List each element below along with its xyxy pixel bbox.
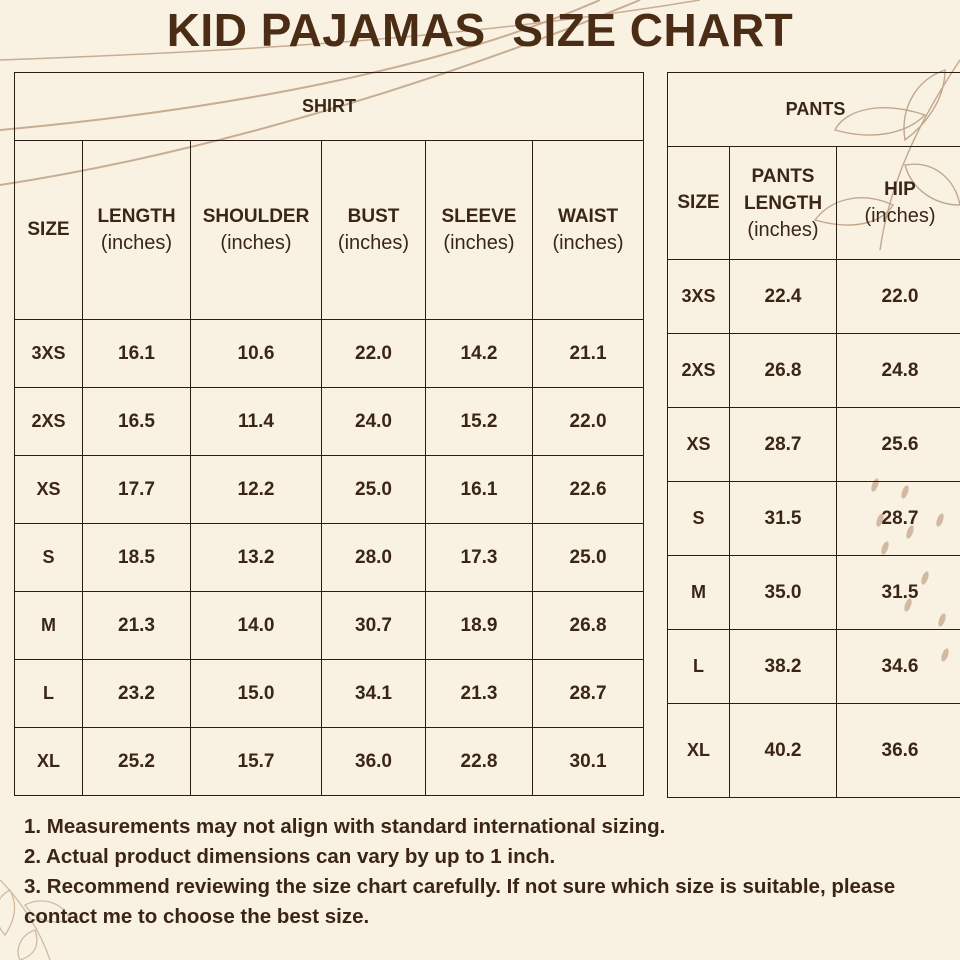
size-cell: 3XS: [667, 259, 730, 334]
value-cell: 28.0: [321, 523, 426, 592]
value-cell: 28.7: [729, 407, 837, 482]
value-cell: 26.8: [729, 333, 837, 408]
value-cell: 22.4: [729, 259, 837, 334]
value-cell: 22.0: [835, 259, 960, 334]
shirt-group-header: SHIRT: [13, 72, 645, 141]
value-cell: 22.0: [531, 387, 645, 456]
table-row: S 31.5 28.7: [667, 481, 960, 556]
size-cell: L: [667, 629, 730, 704]
value-cell: 25.0: [321, 455, 426, 524]
note-text: 2. Actual product dimensions can vary by…: [24, 845, 556, 868]
size-column-header: SIZE: [667, 146, 730, 260]
value-cell: 21.1: [531, 319, 645, 388]
value-cell: 13.2: [190, 523, 322, 592]
value-cell: 22.0: [321, 319, 426, 388]
size-cell: XS: [14, 455, 83, 524]
table-row: 3XS 22.4 22.0: [667, 259, 960, 334]
value-cell: 15.2: [425, 387, 533, 456]
table-row: M 21.3 14.0 30.7 18.9 26.8: [14, 591, 645, 660]
value-cell: 21.3: [82, 591, 191, 660]
value-cell: 24.8: [835, 333, 960, 408]
column-header-hip: HIP (inches): [835, 146, 960, 260]
value-cell: 16.1: [82, 319, 191, 388]
value-cell: 18.9: [425, 591, 533, 660]
value-cell: 17.3: [425, 523, 533, 592]
value-cell: 22.6: [531, 455, 645, 524]
table-row: XS 17.7 12.2 25.0 16.1 22.6: [14, 455, 645, 524]
size-column-header: SIZE: [14, 140, 83, 320]
value-cell: 26.8: [531, 591, 645, 660]
value-cell: 30.7: [321, 591, 426, 660]
table-row: XS 28.7 25.6: [667, 407, 960, 482]
table-row: XL 25.2 15.7 36.0 22.8 30.1: [14, 727, 645, 796]
value-cell: 10.6: [190, 319, 322, 388]
pants-group-header: PANTS: [666, 72, 960, 147]
value-cell: 11.4: [190, 387, 322, 456]
note-text: 3. Recommend reviewing the size chart ca…: [24, 875, 896, 928]
value-cell: 34.6: [835, 629, 960, 704]
note-text: 1. Measurements may not align with stand…: [24, 815, 666, 838]
size-cell: 2XS: [14, 387, 83, 456]
size-cell: 3XS: [14, 319, 83, 388]
shirt-size-table: SHIRT SIZE LENGTH (inches) SHOULDER (inche…: [13, 72, 645, 796]
value-cell: 15.0: [190, 659, 322, 728]
table-row: M 35.0 31.5: [667, 555, 960, 630]
size-cell: M: [667, 555, 730, 630]
value-cell: 16.1: [425, 455, 533, 524]
column-header-sleeve: SLEEVE (inches): [425, 140, 533, 320]
value-cell: 24.0: [321, 387, 426, 456]
value-cell: 16.5: [82, 387, 191, 456]
column-header-pants-length: PANTS LENGTH (inches): [729, 146, 837, 260]
value-cell: 14.2: [425, 319, 533, 388]
column-header-shoulder: SHOULDER (inches): [190, 140, 322, 320]
page-title: KID PAJAMAS SIZE CHART: [166, 4, 794, 56]
value-cell: 30.1: [531, 727, 645, 796]
size-cell: S: [14, 523, 83, 592]
table-row: L 23.2 15.0 34.1 21.3 28.7: [14, 659, 645, 728]
value-cell: 35.0: [729, 555, 837, 630]
table-row: L 38.2 34.6: [667, 629, 960, 704]
value-cell: 23.2: [82, 659, 191, 728]
size-cell: 2XS: [667, 333, 730, 408]
pants-size-table: PANTS SIZE PANTS LENGTH (inches) HIP (inche…: [666, 72, 960, 798]
value-cell: 36.6: [835, 703, 960, 798]
value-cell: 15.7: [190, 727, 322, 796]
value-cell: 38.2: [729, 629, 837, 704]
value-cell: 31.5: [835, 555, 960, 630]
size-cell: XL: [14, 727, 83, 796]
value-cell: 25.0: [531, 523, 645, 592]
value-cell: 25.2: [82, 727, 191, 796]
size-cell: S: [667, 481, 730, 556]
value-cell: 17.7: [82, 455, 191, 524]
column-header-waist: WAIST (inches): [531, 140, 645, 320]
value-cell: 28.7: [531, 659, 645, 728]
value-cell: 28.7: [835, 481, 960, 556]
value-cell: 21.3: [425, 659, 533, 728]
size-cell: L: [14, 659, 83, 728]
table-row: XL 40.2 36.6: [667, 703, 960, 798]
value-cell: 36.0: [321, 727, 426, 796]
value-cell: 22.8: [425, 727, 533, 796]
notes-section: 1. Measurements may not align with stand…: [24, 812, 954, 932]
value-cell: 40.2: [729, 703, 837, 798]
value-cell: 14.0: [190, 591, 322, 660]
value-cell: 34.1: [321, 659, 426, 728]
size-cell: XL: [667, 703, 730, 798]
size-cell: M: [14, 591, 83, 660]
column-header-length: LENGTH (inches): [82, 140, 191, 320]
table-row: S 18.5 13.2 28.0 17.3 25.0: [14, 523, 645, 592]
value-cell: 12.2: [190, 455, 322, 524]
table-row: 2XS 26.8 24.8: [667, 333, 960, 408]
value-cell: 31.5: [729, 481, 837, 556]
column-header-bust: BUST (inches): [321, 140, 426, 320]
value-cell: 25.6: [835, 407, 960, 482]
table-row: 2XS 16.5 11.4 24.0 15.2 22.0: [14, 387, 645, 456]
value-cell: 18.5: [82, 523, 191, 592]
size-cell: XS: [667, 407, 730, 482]
table-row: 3XS 16.1 10.6 22.0 14.2 21.1: [14, 319, 645, 388]
